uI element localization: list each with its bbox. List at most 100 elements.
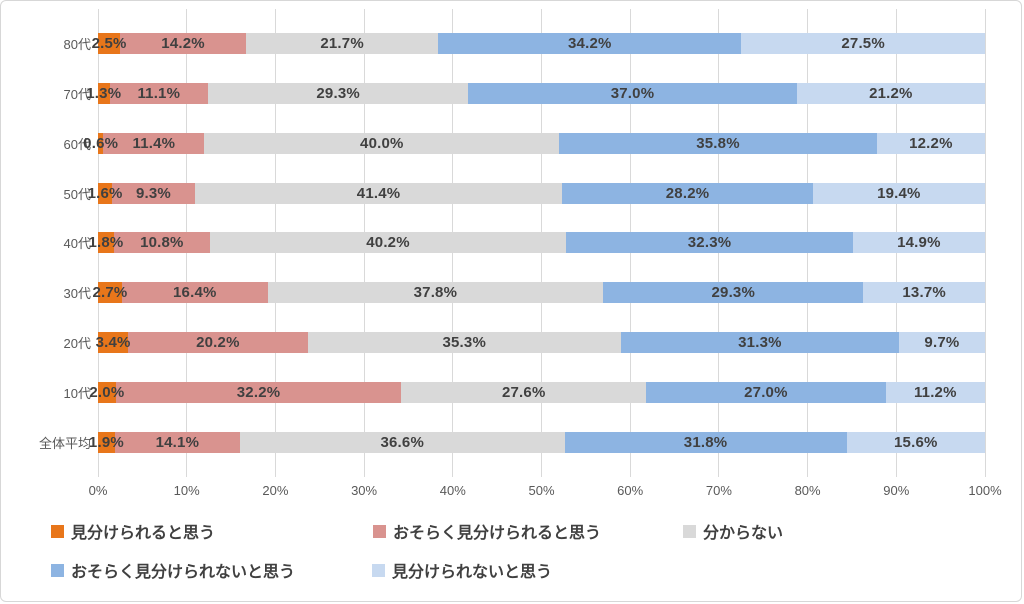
- data-label: 21.2%: [869, 85, 913, 103]
- bar-segment: 21.7%: [245, 33, 439, 55]
- bar-segment: 20.2%: [128, 332, 308, 354]
- stacked-bar: 1.9% 14.1% 36.6% 31.8% 15.6%: [89, 431, 985, 453]
- category-label: 40代: [63, 236, 91, 252]
- stacked-bar: 0.6% 11.4% 40.0% 35.8% 12.2%: [83, 132, 985, 154]
- category-label: 80代: [63, 37, 91, 53]
- legend-item: 分からない: [683, 519, 783, 543]
- bar-rows: 2.5% 14.2% 21.7% 34.2% 27.5% 1.3% 11.1% 29.3% 37…: [83, 19, 985, 467]
- stacked-bar: 2.0% 32.2% 27.6% 27.0% 11.2%: [89, 381, 985, 403]
- stacked-bar: 1.6% 9.3% 41.4% 28.2% 19.4%: [88, 182, 985, 204]
- bar-segment: 13.7%: [863, 282, 985, 304]
- bar-segment: 32.2%: [115, 381, 402, 403]
- category-axis: 80代 70代 60代 50代 40代 30代 20代 10代 全体平均: [1, 19, 94, 467]
- bar-segment: 2.5%: [92, 33, 126, 55]
- plot-area: 2.5% 14.2% 21.7% 34.2% 27.5% 1.3% 11.1% 29.3% 37…: [83, 9, 986, 477]
- bar-row: 2.0% 32.2% 27.6% 27.0% 11.2%: [89, 367, 985, 417]
- data-label: 27.5%: [841, 35, 885, 53]
- bar-segment: 35.3%: [307, 332, 621, 354]
- stacked-bar: 3.4% 20.2% 35.3% 31.3% 9.7%: [96, 332, 985, 354]
- data-label: 9.7%: [924, 334, 960, 352]
- data-label: 35.3%: [442, 334, 487, 352]
- bar-row: 3.4% 20.2% 35.3% 31.3% 9.7%: [96, 318, 985, 368]
- bar-row: 1.8% 10.8% 40.2% 32.3% 14.9%: [88, 218, 985, 268]
- legend-swatch-icon: [51, 524, 64, 538]
- bar-row: 2.7% 16.4% 37.8% 29.3% 13.7%: [92, 268, 985, 318]
- category-label: 70代: [63, 87, 91, 103]
- data-label: 1.8%: [88, 234, 124, 252]
- bar-segment: 11.4%: [103, 132, 205, 154]
- gridline: [984, 9, 986, 477]
- data-label: 29.3%: [316, 85, 360, 103]
- bar-row: 1.6% 9.3% 41.4% 28.2% 19.4%: [88, 168, 985, 218]
- bar-segment: 29.3%: [208, 83, 469, 105]
- stacked-bar: 2.5% 14.2% 21.7% 34.2% 27.5%: [92, 33, 985, 55]
- x-axis-tick: 80%: [794, 483, 821, 498]
- data-label: 12.2%: [909, 134, 953, 152]
- bar-segment: 2.7%: [92, 282, 127, 304]
- bar-segment: 1.9%: [89, 431, 124, 453]
- bar-segment: 40.2%: [209, 232, 567, 254]
- bar-segment: 1.8%: [88, 232, 123, 254]
- data-label: 16.4%: [173, 284, 217, 302]
- bar-segment: 0.6%: [83, 132, 118, 154]
- bar-segment: 35.8%: [559, 132, 877, 154]
- bar-row: 0.6% 11.4% 40.0% 35.8% 12.2%: [83, 119, 985, 169]
- x-axis-tick: 50%: [528, 483, 555, 498]
- bar-segment: 9.7%: [898, 332, 985, 354]
- x-axis-tick: 70%: [705, 483, 732, 498]
- data-label: 2.7%: [92, 284, 128, 302]
- bar-segment: 21.2%: [796, 83, 985, 105]
- legend: 見分けられると思う おそらく見分けられると思う 分からないおそらく見分けられないと思…: [51, 519, 991, 597]
- data-label: 41.4%: [356, 184, 401, 202]
- bar-segment: 10.8%: [113, 232, 210, 254]
- stacked-bar: 1.3% 11.1% 29.3% 37.0% 21.2%: [86, 83, 985, 105]
- bar-segment: 29.3%: [603, 282, 864, 304]
- data-label: 14.1%: [155, 433, 200, 451]
- stacked-bar: 2.7% 16.4% 37.8% 29.3% 13.7%: [92, 282, 985, 304]
- data-label: 21.7%: [320, 35, 364, 53]
- bar-segment: 14.1%: [114, 431, 240, 453]
- data-label: 1.6%: [87, 184, 123, 202]
- data-label: 2.5%: [91, 35, 127, 53]
- legend-swatch-icon: [373, 524, 386, 538]
- bar-segment: 37.0%: [468, 83, 797, 105]
- legend-item: おそらく見分けられると思う: [373, 519, 683, 543]
- bar-segment: 2.0%: [89, 381, 124, 403]
- category-label: 全体平均: [38, 435, 91, 451]
- x-axis-tick: 60%: [617, 483, 644, 498]
- bar-row: 2.5% 14.2% 21.7% 34.2% 27.5%: [92, 19, 985, 69]
- bar-segment: 31.8%: [564, 431, 847, 453]
- bar-segment: 12.2%: [876, 132, 985, 154]
- x-axis-tick: 90%: [883, 483, 910, 498]
- x-axis-tick: 10%: [173, 483, 200, 498]
- bar-segment: 15.6%: [846, 431, 985, 453]
- bar-segment: 27.6%: [401, 381, 647, 403]
- data-label: 34.2%: [568, 35, 612, 53]
- bar-segment: 37.8%: [267, 282, 604, 304]
- x-axis-tick: 0%: [88, 483, 108, 498]
- data-label: 11.1%: [137, 85, 181, 103]
- legend-row: 見分けられると思う おそらく見分けられると思う 分からない: [51, 519, 991, 543]
- stacked-bar: 1.8% 10.8% 40.2% 32.3% 14.9%: [88, 232, 985, 254]
- bar-row: 1.3% 11.1% 29.3% 37.0% 21.2%: [86, 69, 985, 119]
- bar-segment: 40.0%: [204, 132, 560, 154]
- category-label: 20代: [63, 336, 91, 352]
- bar-segment: 14.2%: [120, 33, 246, 55]
- data-label: 14.2%: [161, 35, 205, 53]
- legend-item-label: おそらく見分けられると思う: [393, 525, 602, 542]
- data-label: 11.4%: [132, 134, 176, 152]
- data-label: 20.2%: [196, 334, 240, 352]
- data-label: 13.7%: [902, 284, 946, 302]
- x-axis-tick: 40%: [439, 483, 466, 498]
- legend-swatch-icon: [51, 563, 64, 577]
- legend-item: おそらく見分けられないと思う: [51, 558, 372, 582]
- legend-item-label: 見分けられると思う: [71, 525, 216, 542]
- x-axis-tick: 30%: [351, 483, 378, 498]
- data-label: 10.8%: [140, 234, 184, 252]
- data-label: 37.0%: [610, 85, 655, 103]
- legend-item-label: おそらく見分けられないと思う: [71, 564, 296, 581]
- bar-segment: 11.2%: [885, 381, 985, 403]
- bar-row: 1.9% 14.1% 36.6% 31.8% 15.6%: [89, 417, 985, 467]
- bar-segment: 36.6%: [239, 431, 565, 453]
